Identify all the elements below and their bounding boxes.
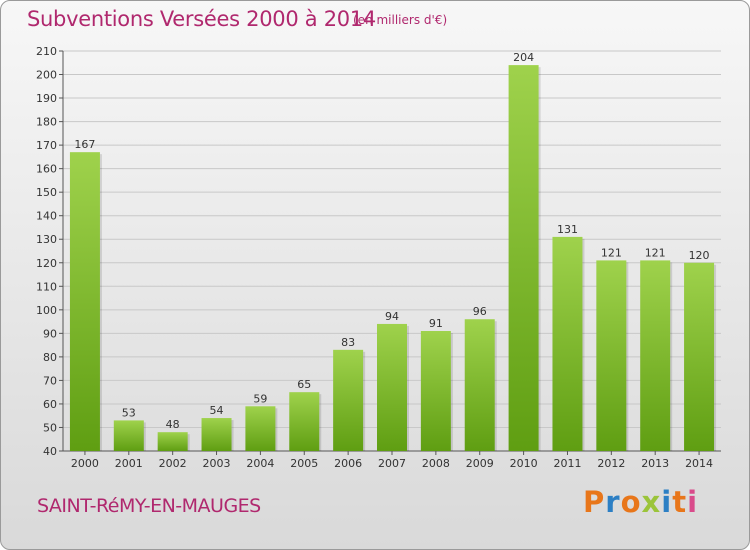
value-label: 91 <box>429 317 443 330</box>
y-tick-label: 140 <box>36 210 57 223</box>
y-tick-label: 210 <box>36 45 57 58</box>
x-tick-label: 2007 <box>378 457 406 470</box>
logo-letter: r <box>605 485 621 519</box>
commune-name: SAINT-RéMY-EN-MAUGES <box>37 495 261 517</box>
bar-2005 <box>289 392 320 451</box>
y-tick-label: 160 <box>36 163 57 176</box>
bar-2010 <box>508 65 539 451</box>
bars <box>69 65 717 452</box>
value-label: 121 <box>601 246 622 259</box>
bar-2014 <box>684 262 715 451</box>
value-label: 48 <box>166 418 180 431</box>
x-tick-label: 2009 <box>466 457 494 470</box>
x-tick-label: 2013 <box>641 457 669 470</box>
value-label: 65 <box>297 378 311 391</box>
y-tick-label: 80 <box>43 351 57 364</box>
value-label: 120 <box>689 249 710 262</box>
logo-letter: x <box>641 485 662 519</box>
value-label: 94 <box>385 310 399 323</box>
bar-2004 <box>245 406 276 451</box>
value-label: 54 <box>210 404 224 417</box>
logo-letter: i <box>687 485 699 519</box>
bar-2007 <box>377 323 407 451</box>
x-tick-label: 2011 <box>553 457 581 470</box>
value-label: 59 <box>253 392 267 405</box>
bar-2006 <box>333 349 364 451</box>
x-tick-label: 2012 <box>597 457 625 470</box>
logo-letter: i <box>661 485 673 519</box>
bar-2002 <box>157 432 188 451</box>
value-label: 53 <box>122 406 136 419</box>
value-label: 131 <box>557 223 578 236</box>
value-label: 96 <box>473 305 487 318</box>
y-tick-label: 200 <box>36 69 57 82</box>
logo-letter: t <box>672 485 688 519</box>
y-tick-label: 150 <box>36 186 57 199</box>
y-tick-label: 190 <box>36 92 57 105</box>
y-tick-label: 100 <box>36 304 57 317</box>
x-tick-label: 2005 <box>290 457 318 470</box>
bar-2011 <box>552 236 583 451</box>
logo-letter: P <box>583 485 606 519</box>
y-tick-label: 40 <box>43 445 57 458</box>
bar-2008 <box>420 331 451 451</box>
bar-2001 <box>113 420 144 451</box>
y-tick-label: 60 <box>43 398 57 411</box>
chart-title: Subventions Versées 2000 à 2014 <box>27 7 376 31</box>
logo-letter: o <box>620 485 642 519</box>
value-label: 167 <box>74 138 95 151</box>
data-labels: 167 53 48 54 59 65 83 94 91 96 204 131 121 121 120 <box>74 51 709 431</box>
x-tick-label: 2014 <box>685 457 713 470</box>
x-tick-label: 2008 <box>422 457 450 470</box>
value-label: 121 <box>645 246 666 259</box>
y-tick-label: 120 <box>36 257 57 270</box>
y-tick-label: 110 <box>36 280 57 293</box>
bar-2000 <box>69 152 100 452</box>
bar-2013 <box>640 260 671 451</box>
bar-2009 <box>464 319 495 451</box>
x-tick-label: 2002 <box>159 457 187 470</box>
x-tick-label: 2006 <box>334 457 362 470</box>
y-tick-label: 130 <box>36 233 57 246</box>
y-tick-label: 170 <box>36 139 57 152</box>
y-tick-label: 180 <box>36 116 57 129</box>
bar-2012 <box>596 260 627 451</box>
y-tick-label: 50 <box>43 421 57 434</box>
x-tick-label: 2003 <box>203 457 231 470</box>
chart-subtitle: (en milliers d'€) <box>353 13 448 27</box>
x-tick-label: 2000 <box>71 457 99 470</box>
proxiti-logo[interactable]: Proxiti <box>583 485 698 519</box>
y-tick-label: 70 <box>43 374 57 387</box>
value-label: 83 <box>341 336 355 349</box>
x-tick-label: 2010 <box>510 457 538 470</box>
y-tick-label: 90 <box>43 327 57 340</box>
bar-2003 <box>201 418 232 451</box>
x-tick-label: 2004 <box>246 457 274 470</box>
value-label: 204 <box>513 51 534 64</box>
x-tick-label: 2001 <box>115 457 143 470</box>
